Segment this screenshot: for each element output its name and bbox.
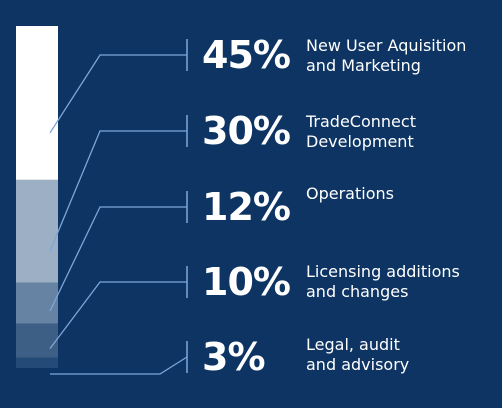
category-label-licensing: Licensing additions and changes bbox=[306, 262, 460, 301]
connector-line-licensing bbox=[49, 281, 187, 350]
connector-lines bbox=[49, 39, 188, 375]
connector-line-operations bbox=[49, 206, 187, 312]
bar-segment-licensing bbox=[16, 323, 58, 358]
category-label-operations: Operations bbox=[306, 184, 394, 203]
value-label-operations: 12% bbox=[202, 185, 291, 229]
bar-segment-legal-audit bbox=[16, 357, 58, 368]
value-label-new-user-acquisition: 45% bbox=[202, 33, 291, 77]
value-label-legal-audit: 3% bbox=[202, 335, 266, 379]
value-label-licensing: 10% bbox=[202, 260, 291, 304]
stacked-bar bbox=[16, 26, 58, 368]
connector-line-new-user-acquisition bbox=[49, 54, 187, 134]
category-label-legal-audit: Legal, audit and advisory bbox=[306, 335, 410, 374]
category-label-new-user-acquisition: New User Aquisition and Marketing bbox=[306, 36, 467, 75]
category-label-tradeconnect-development: TradeConnect Development bbox=[306, 112, 416, 151]
connector-line-legal-audit bbox=[50, 356, 188, 375]
bar-segment-tradeconnect-development bbox=[16, 179, 58, 283]
value-label-tradeconnect-development: 30% bbox=[202, 109, 291, 153]
bar-segment-operations bbox=[16, 282, 58, 324]
connector-line-tradeconnect-development bbox=[49, 130, 187, 252]
bar-segment-new-user-acquisition bbox=[16, 26, 58, 180]
